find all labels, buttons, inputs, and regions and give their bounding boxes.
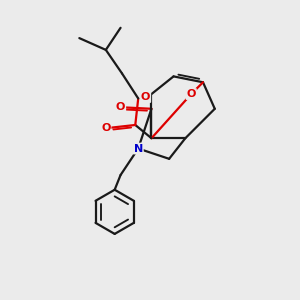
Text: O: O (116, 102, 125, 112)
Text: N: N (134, 143, 143, 154)
Text: O: O (101, 123, 110, 133)
Text: O: O (187, 89, 196, 99)
Text: O: O (141, 92, 150, 102)
